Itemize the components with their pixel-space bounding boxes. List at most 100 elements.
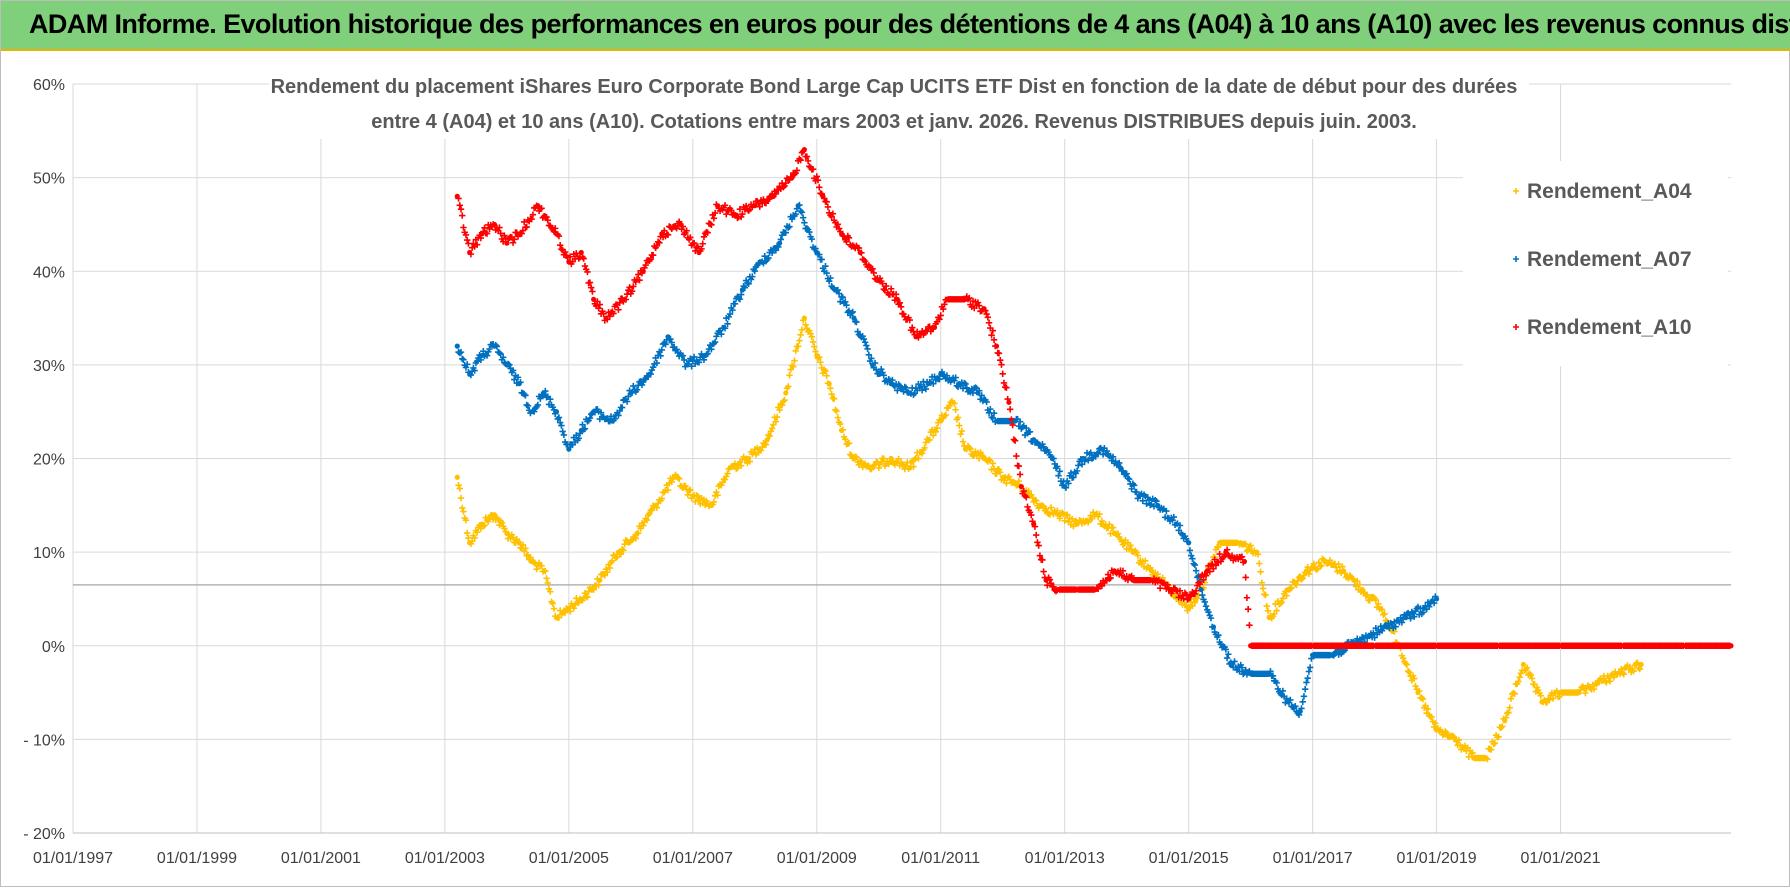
series-marker bbox=[556, 419, 564, 426]
series-marker bbox=[1375, 600, 1382, 608]
series-marker bbox=[625, 393, 632, 400]
series-marker bbox=[1096, 511, 1103, 518]
series-marker bbox=[1352, 583, 1360, 590]
data-point bbox=[1198, 586, 1204, 593]
series-marker bbox=[828, 213, 835, 220]
series-marker bbox=[687, 486, 694, 494]
series-marker bbox=[878, 458, 885, 466]
series-marker bbox=[632, 535, 639, 542]
series-marker bbox=[809, 166, 817, 173]
series-marker bbox=[698, 245, 705, 253]
series-marker bbox=[1016, 471, 1024, 478]
chart-title-line-1: Rendement du placement iShares Euro Corp… bbox=[271, 76, 1518, 98]
series-marker bbox=[1016, 418, 1024, 425]
series-marker bbox=[1381, 610, 1388, 617]
series-marker bbox=[1192, 567, 1200, 574]
series-marker bbox=[1222, 646, 1230, 653]
series-marker bbox=[566, 253, 574, 260]
series-marker bbox=[785, 383, 792, 390]
series-marker bbox=[1242, 541, 1249, 548]
series-marker bbox=[751, 267, 758, 275]
series-marker bbox=[465, 534, 472, 542]
series-marker bbox=[1199, 591, 1206, 599]
series-Rendement_A07 bbox=[454, 201, 1440, 719]
series-marker bbox=[812, 348, 819, 355]
series-marker bbox=[485, 518, 492, 525]
series-marker bbox=[1341, 570, 1349, 577]
series-marker bbox=[997, 356, 1004, 364]
series-marker bbox=[1326, 557, 1334, 564]
series-marker bbox=[693, 244, 700, 251]
series-marker bbox=[772, 247, 780, 254]
series-marker bbox=[1304, 674, 1311, 682]
series-marker bbox=[933, 424, 941, 432]
series-marker bbox=[1116, 459, 1123, 467]
series-marker bbox=[711, 338, 719, 346]
series-marker bbox=[788, 362, 796, 369]
series-marker bbox=[868, 355, 875, 362]
series-marker bbox=[969, 452, 977, 459]
series-marker bbox=[742, 202, 750, 210]
series-marker bbox=[1121, 540, 1128, 547]
series-marker bbox=[868, 465, 875, 473]
series-marker bbox=[675, 475, 683, 483]
series-marker bbox=[827, 385, 834, 392]
series-marker bbox=[731, 300, 739, 308]
x-tick-label: 01/01/2001 bbox=[281, 850, 361, 867]
series-marker bbox=[894, 387, 901, 394]
series-marker bbox=[618, 546, 626, 553]
series-marker bbox=[1215, 543, 1222, 551]
series-marker bbox=[853, 318, 860, 326]
series-marker bbox=[1527, 671, 1534, 679]
series-marker bbox=[1015, 462, 1023, 470]
series-marker bbox=[1587, 684, 1594, 692]
series-marker bbox=[1085, 457, 1092, 464]
series-marker bbox=[584, 418, 591, 425]
series-marker bbox=[581, 425, 589, 432]
series-marker bbox=[455, 195, 462, 202]
series-marker bbox=[618, 295, 626, 302]
series-marker bbox=[922, 385, 930, 393]
series-marker bbox=[1163, 507, 1170, 515]
series-marker bbox=[457, 494, 465, 502]
series-marker bbox=[687, 234, 694, 241]
series-marker bbox=[803, 153, 811, 160]
series-marker bbox=[642, 261, 649, 269]
series-marker bbox=[930, 380, 937, 387]
series-marker bbox=[816, 184, 823, 191]
series-marker bbox=[558, 246, 565, 253]
series-marker bbox=[918, 386, 926, 394]
series-marker bbox=[1150, 503, 1158, 510]
series-marker bbox=[664, 486, 672, 494]
x-tick-label: 01/01/2013 bbox=[1025, 850, 1105, 867]
x-tick-label: 01/01/2019 bbox=[1397, 850, 1477, 867]
series-marker bbox=[570, 605, 578, 612]
series-marker bbox=[797, 331, 804, 339]
series-marker bbox=[1090, 509, 1097, 516]
series-marker bbox=[610, 310, 617, 317]
series-marker bbox=[835, 290, 843, 297]
series-marker bbox=[1409, 672, 1417, 679]
series-marker bbox=[978, 451, 985, 459]
series-marker bbox=[513, 535, 520, 543]
series-marker bbox=[1593, 681, 1600, 688]
x-tick-label: 01/01/2017 bbox=[1273, 850, 1353, 867]
series-marker bbox=[952, 374, 959, 381]
series-marker bbox=[896, 299, 904, 307]
series-marker bbox=[473, 241, 481, 248]
series-marker bbox=[1316, 563, 1324, 570]
series-marker bbox=[1231, 658, 1238, 665]
series-marker bbox=[538, 391, 545, 398]
series-marker bbox=[1070, 474, 1077, 481]
series-marker bbox=[668, 478, 675, 486]
series-marker bbox=[674, 474, 682, 481]
y-tick-label: 40% bbox=[33, 264, 65, 281]
series-marker bbox=[1399, 615, 1407, 622]
series-marker bbox=[985, 456, 993, 463]
series-marker bbox=[1130, 482, 1138, 489]
series-marker bbox=[602, 565, 610, 573]
series-marker bbox=[869, 265, 876, 273]
series-marker bbox=[975, 387, 983, 394]
series-marker bbox=[983, 310, 990, 318]
series-marker bbox=[1411, 613, 1418, 620]
